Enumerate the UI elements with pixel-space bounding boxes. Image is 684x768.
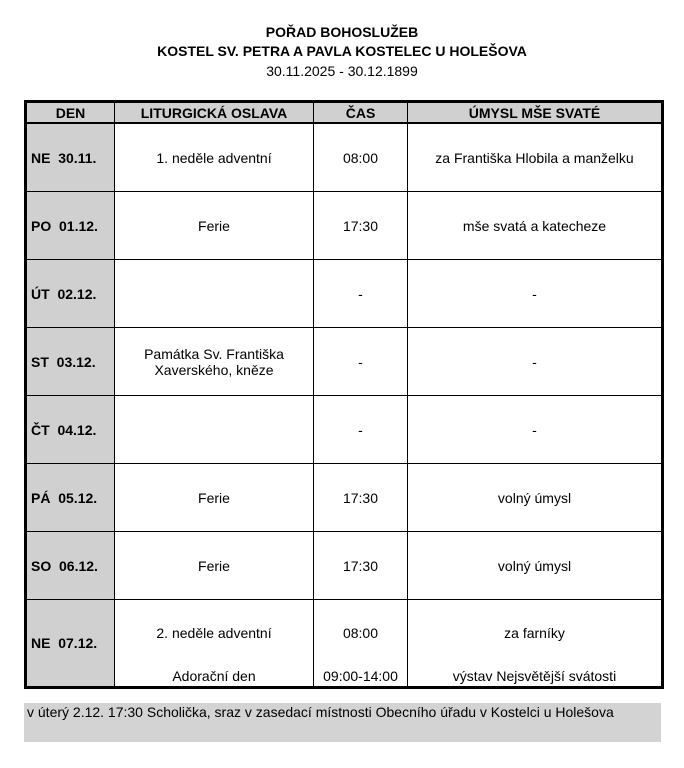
col-time: ČAS [313, 101, 408, 124]
celebration: Ferie [114, 191, 314, 260]
celebration [114, 259, 314, 328]
day: ČT 04.12. [25, 395, 115, 464]
intention: za Františka Hlobila a manželku [407, 122, 663, 192]
table-row: PÁ 05.12. Ferie 17:30 volný úmysl [25, 463, 663, 532]
time: 17:30 [313, 191, 408, 260]
intention: volný úmysl [407, 531, 663, 600]
day: ÚT 02.12. [25, 259, 115, 328]
time: - [313, 327, 408, 396]
table-row: NE 30.11. 1. neděle adventní 08:00 za Fr… [25, 122, 663, 192]
intention-second: výstav Nejsvětější svátosti [452, 668, 617, 684]
day: PO 01.12. [25, 191, 115, 260]
celebration [114, 395, 314, 464]
time: 17:30 [313, 531, 408, 600]
intention: za farníky výstav Nejsvětější svátosti [407, 599, 663, 688]
table-row: ČT 04.12. - - [25, 395, 663, 464]
table-row: SO 06.12. Ferie 17:30 volný úmysl [25, 531, 663, 600]
time: 17:30 [313, 463, 408, 532]
celebration: 1. neděle adventní [114, 122, 314, 192]
church-name: KOSTEL SV. PETRA A PAVLA KOSTELEC U HOLE… [157, 43, 527, 59]
intention: mše svatá a katecheze [407, 191, 663, 260]
page-title: POŘAD BOHOSLUŽEB [265, 24, 419, 40]
table-header: DEN LITURGICKÁ OSLAVA ČAS ÚMYSL MŠE SVAT… [25, 101, 663, 124]
day: NE 30.11. [25, 122, 115, 192]
time-second: 09:00-14:00 [323, 668, 398, 684]
intention: - [407, 259, 663, 328]
table-row: ÚT 02.12. - - [25, 259, 663, 328]
col-celebration: LITURGICKÁ OSLAVA [114, 101, 314, 124]
intention-main: za farníky [504, 625, 565, 641]
table-row: ST 03.12. Památka Sv. Františka Xaverské… [25, 327, 663, 396]
day: SO 06.12. [25, 531, 115, 600]
table-row: PO 01.12. Ferie 17:30 mše svatá a katech… [25, 191, 663, 260]
day: ST 03.12. [25, 327, 115, 396]
col-day: DEN [25, 101, 115, 124]
time: 08:00 [313, 122, 408, 192]
day: PÁ 05.12. [25, 463, 115, 532]
time: 08:00 09:00-14:00 [313, 599, 408, 688]
celebration-second: Adorační den [172, 668, 256, 684]
time: - [313, 259, 408, 328]
col-intention: ÚMYSL MŠE SVATÉ [407, 101, 663, 124]
celebration: 2. neděle adventní Adorační den [114, 599, 314, 688]
intention: - [407, 395, 663, 464]
celebration: Památka Sv. Františka Xaverského, kněze [114, 327, 314, 396]
intention: - [407, 327, 663, 396]
celebration: Ferie [114, 531, 314, 600]
time: - [313, 395, 408, 464]
table-row: NE 07.12. 2. neděle adventní Adorační den 0… [25, 599, 663, 688]
time-main: 08:00 [342, 625, 379, 641]
schedule-table: DEN LITURGICKÁ OSLAVA ČAS ÚMYSL MŠE SVAT… [24, 100, 664, 689]
celebration-main: 2. neděle adventní [156, 625, 272, 641]
celebration: Ferie [114, 463, 314, 532]
day: NE 07.12. [25, 599, 115, 688]
date-range: 30.11.2025 - 30.12.1899 [266, 63, 418, 79]
intention: volný úmysl [407, 463, 663, 532]
note: v úterý 2.12. 17:30 Scholička, sraz v za… [24, 703, 661, 742]
